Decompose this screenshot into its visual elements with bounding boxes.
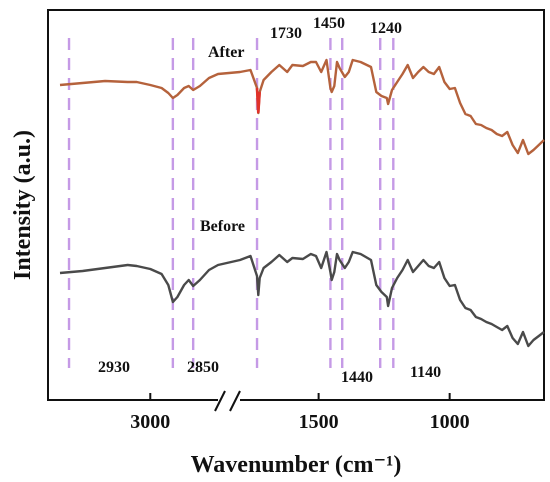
- x-ticks: 3000 1500 1000: [130, 393, 470, 433]
- axis-break-gap: [218, 396, 240, 404]
- peak-label-2850: 2850: [187, 359, 219, 376]
- peak-label-1730: 1730: [270, 25, 302, 42]
- series-label-before: Before: [200, 218, 245, 235]
- y-axis-title: Intensity (a.u.): [10, 130, 36, 280]
- series-line-after: [59, 58, 545, 156]
- series-line-before: [59, 250, 545, 348]
- series-layer: [59, 58, 545, 348]
- peak-label-1450: 1450: [313, 15, 345, 32]
- x-tick-label-1000: 1000: [430, 411, 470, 433]
- axis-break-mark-left: [214, 390, 226, 412]
- peak-label-1240: 1240: [370, 20, 402, 37]
- plot-frame: [47, 9, 545, 401]
- x-axis-title: Wavenumber (cm⁻¹): [191, 452, 402, 478]
- reference-lines: [67, 38, 395, 368]
- peak-label-1440: 1440: [341, 369, 373, 386]
- x-tick-label-3000: 3000: [130, 411, 170, 433]
- peak-label-1140: 1140: [410, 364, 441, 381]
- peak-label-2930: 2930: [98, 359, 130, 376]
- x-tick-label-1500: 1500: [299, 411, 339, 433]
- axis-break-mark-right: [229, 390, 241, 412]
- series-label-after: After: [208, 44, 244, 61]
- peak-highlight-1730: [255, 87, 261, 114]
